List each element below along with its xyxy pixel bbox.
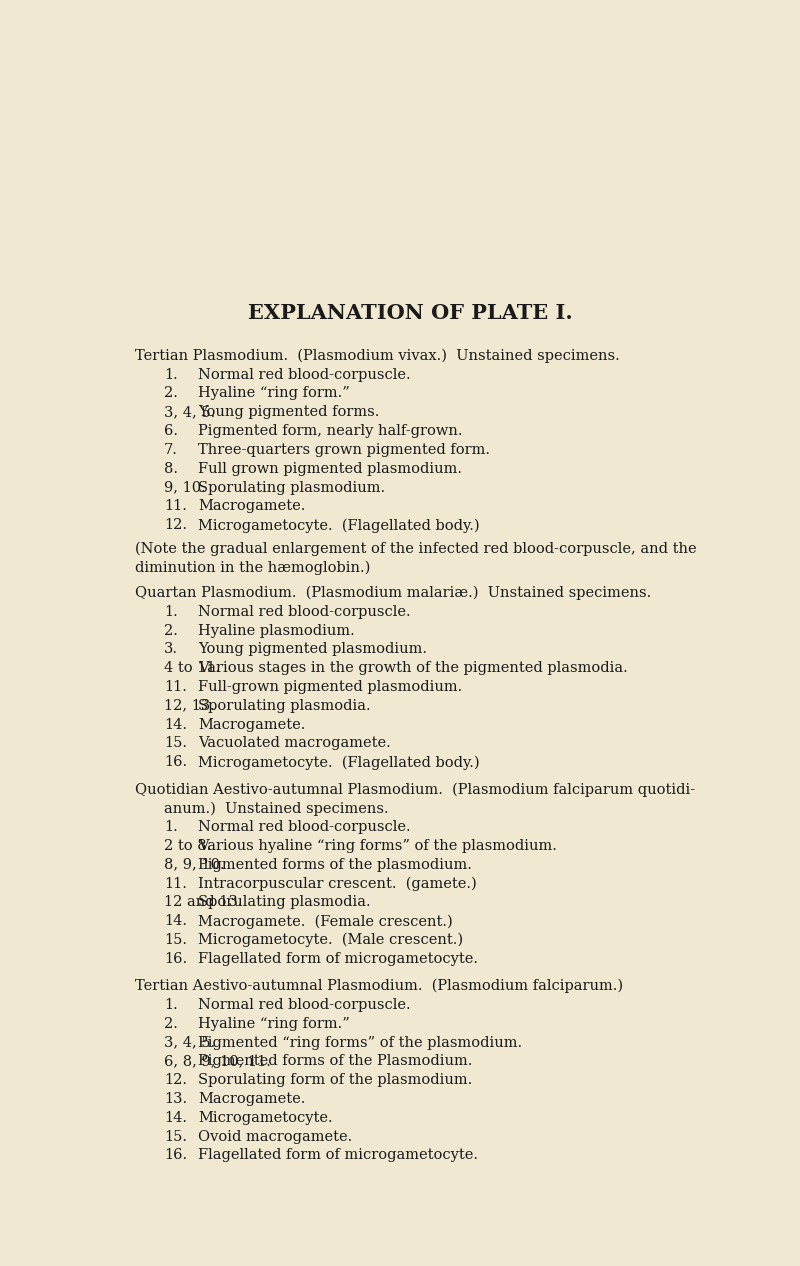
Text: 2.: 2. (164, 1017, 178, 1031)
Text: 14.: 14. (164, 914, 187, 928)
Text: 11.: 11. (164, 499, 186, 513)
Text: 1.: 1. (164, 367, 178, 381)
Text: 1.: 1. (164, 820, 178, 834)
Text: Intracorpuscular crescent.  (gamete.): Intracorpuscular crescent. (gamete.) (198, 876, 477, 891)
Text: 1.: 1. (164, 605, 178, 619)
Text: Full-grown pigmented plasmodium.: Full-grown pigmented plasmodium. (198, 680, 462, 694)
Text: Pigmented form, nearly half-grown.: Pigmented form, nearly half-grown. (198, 424, 462, 438)
Text: 16.: 16. (164, 756, 187, 770)
Text: Normal red blood-corpuscle.: Normal red blood-corpuscle. (198, 367, 410, 381)
Text: 12.: 12. (164, 518, 187, 532)
Text: Sporulating plasmodia.: Sporulating plasmodia. (198, 699, 370, 713)
Text: 14.: 14. (164, 1110, 187, 1124)
Text: 15.: 15. (164, 933, 187, 947)
Text: 15.: 15. (164, 1129, 187, 1143)
Text: Vacuolated macrogamete.: Vacuolated macrogamete. (198, 737, 390, 751)
Text: Microgametocyte.: Microgametocyte. (198, 1110, 333, 1124)
Text: Three-quarters grown pigmented form.: Three-quarters grown pigmented form. (198, 443, 490, 457)
Text: Macrogamete.  (Female crescent.): Macrogamete. (Female crescent.) (198, 914, 453, 928)
Text: Quartan Plasmodium.  (Plasmodium malariæ.)  Unstained specimens.: Quartan Plasmodium. (Plasmodium malariæ.… (135, 586, 651, 600)
Text: Macrogamete.: Macrogamete. (198, 1093, 306, 1106)
Text: 16.: 16. (164, 1148, 187, 1162)
Text: 3, 4, 5.: 3, 4, 5. (164, 405, 215, 419)
Text: 2 to 8.: 2 to 8. (164, 839, 211, 853)
Text: 15.: 15. (164, 737, 187, 751)
Text: Normal red blood-corpuscle.: Normal red blood-corpuscle. (198, 605, 410, 619)
Text: Tertian Aestivo-autumnal Plasmodium.  (Plasmodium falciparum.): Tertian Aestivo-autumnal Plasmodium. (Pl… (135, 979, 623, 994)
Text: 6.: 6. (164, 424, 178, 438)
Text: 2.: 2. (164, 624, 178, 638)
Text: Full grown pigmented plasmodium.: Full grown pigmented plasmodium. (198, 462, 462, 476)
Text: Quotidian Aestivo-autumnal Plasmodium.  (Plasmodium falciparum quotidi-: Quotidian Aestivo-autumnal Plasmodium. (… (135, 782, 695, 796)
Text: Sporulating plasmodium.: Sporulating plasmodium. (198, 481, 385, 495)
Text: 7.: 7. (164, 443, 178, 457)
Text: Young pigmented forms.: Young pigmented forms. (198, 405, 379, 419)
Text: Hyaline “ring form.”: Hyaline “ring form.” (198, 386, 350, 400)
Text: Normal red blood-corpuscle.: Normal red blood-corpuscle. (198, 820, 410, 834)
Text: 12, 13.: 12, 13. (164, 699, 214, 713)
Text: Various stages in the growth of the pigmented plasmodia.: Various stages in the growth of the pigm… (198, 661, 628, 675)
Text: diminution in the hæmoglobin.): diminution in the hæmoglobin.) (135, 561, 370, 575)
Text: 16.: 16. (164, 952, 187, 966)
Text: 11.: 11. (164, 876, 186, 890)
Text: Normal red blood-corpuscle.: Normal red blood-corpuscle. (198, 998, 410, 1012)
Text: 8.: 8. (164, 462, 178, 476)
Text: Pigmented “ring forms” of the plasmodium.: Pigmented “ring forms” of the plasmodium… (198, 1036, 522, 1050)
Text: EXPLANATION OF PLATE I.: EXPLANATION OF PLATE I. (248, 303, 572, 323)
Text: Microgametocyte.  (Flagellated body.): Microgametocyte. (Flagellated body.) (198, 756, 479, 770)
Text: Macrogamete.: Macrogamete. (198, 718, 306, 732)
Text: Pigmented forms of the Plasmodium.: Pigmented forms of the Plasmodium. (198, 1055, 472, 1069)
Text: Microgametocyte.  (Male crescent.): Microgametocyte. (Male crescent.) (198, 933, 463, 947)
Text: 9, 10.: 9, 10. (164, 481, 206, 495)
Text: Hyaline plasmodium.: Hyaline plasmodium. (198, 624, 354, 638)
Text: 12 and 13.: 12 and 13. (164, 895, 242, 909)
Text: Young pigmented plasmodium.: Young pigmented plasmodium. (198, 642, 427, 656)
Text: 3, 4, 5.: 3, 4, 5. (164, 1036, 215, 1050)
Text: Various hyaline “ring forms” of the plasmodium.: Various hyaline “ring forms” of the plas… (198, 839, 557, 853)
Text: 8, 9, 10.: 8, 9, 10. (164, 858, 224, 872)
Text: 2.: 2. (164, 386, 178, 400)
Text: Hyaline “ring form.”: Hyaline “ring form.” (198, 1017, 350, 1031)
Text: Ovoid macrogamete.: Ovoid macrogamete. (198, 1129, 352, 1143)
Text: Tertian Plasmodium.  (Plasmodium vivax.)  Unstained specimens.: Tertian Plasmodium. (Plasmodium vivax.) … (135, 349, 620, 363)
Text: 12.: 12. (164, 1074, 187, 1087)
Text: Macrogamete.: Macrogamete. (198, 499, 306, 513)
Text: 13.: 13. (164, 1093, 187, 1106)
Text: 4 to 11.: 4 to 11. (164, 661, 220, 675)
Text: 1.: 1. (164, 998, 178, 1012)
Text: 3.: 3. (164, 642, 178, 656)
Text: 11.: 11. (164, 680, 186, 694)
Text: Sporulating form of the plasmodium.: Sporulating form of the plasmodium. (198, 1074, 472, 1087)
Text: anum.)  Unstained specimens.: anum.) Unstained specimens. (164, 801, 389, 815)
Text: 6, 8, 9, 10, 11.: 6, 8, 9, 10, 11. (164, 1055, 270, 1069)
Text: (Note the gradual enlargement of the infected red blood-corpuscle, and the: (Note the gradual enlargement of the inf… (135, 542, 697, 556)
Text: Flagellated form of microgametocyte.: Flagellated form of microgametocyte. (198, 952, 478, 966)
Text: Pigmented forms of the plasmodium.: Pigmented forms of the plasmodium. (198, 858, 472, 872)
Text: Microgametocyte.  (Flagellated body.): Microgametocyte. (Flagellated body.) (198, 518, 479, 533)
Text: Sporulating plasmodia.: Sporulating plasmodia. (198, 895, 370, 909)
Text: 14.: 14. (164, 718, 187, 732)
Text: Flagellated form of microgametocyte.: Flagellated form of microgametocyte. (198, 1148, 478, 1162)
